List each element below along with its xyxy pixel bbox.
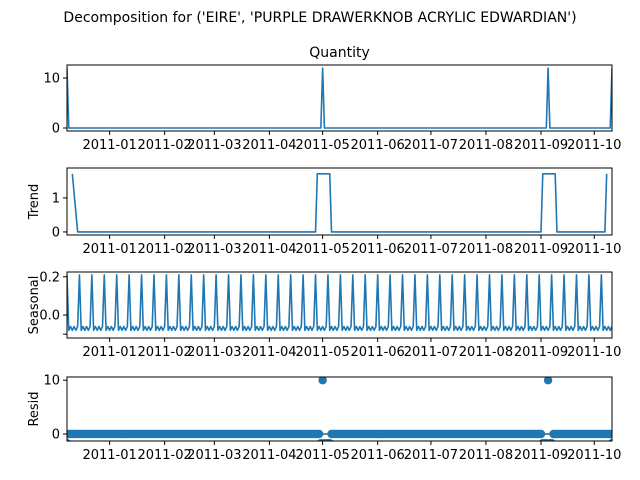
x-tick-label: 2011-10 bbox=[567, 138, 621, 153]
axes-frame bbox=[66, 271, 613, 339]
resid-point bbox=[543, 377, 553, 385]
x-tick-label: 2011-09 bbox=[514, 345, 568, 360]
resid-point bbox=[608, 438, 612, 441]
x-tick-label: 2011-03 bbox=[187, 448, 241, 463]
plot-area bbox=[71, 172, 608, 233]
x-tick-label: 2011-06 bbox=[351, 138, 405, 153]
y-tick-label: 0 bbox=[52, 122, 60, 137]
y-tick-label: 10 bbox=[43, 72, 60, 87]
x-tick-label: 2011-03 bbox=[187, 345, 241, 360]
y-axis-label: Trend bbox=[27, 184, 42, 221]
y-axis-label: Resid bbox=[27, 391, 42, 426]
axes-frame bbox=[66, 64, 613, 132]
x-tick-label: 2011-01 bbox=[82, 138, 136, 153]
x-tick-label: 2011-06 bbox=[351, 345, 405, 360]
x-tick-label: 2011-04 bbox=[242, 448, 296, 463]
x-tick-label: 2011-08 bbox=[459, 448, 513, 463]
x-tick-label: 2011-07 bbox=[404, 345, 458, 360]
figure-suptitle: Decomposition for ('EIRE', 'PURPLE DRAWE… bbox=[63, 10, 576, 26]
resid-point bbox=[536, 429, 546, 439]
x-tick-label: 2011-07 bbox=[404, 242, 458, 257]
x-tick-label: 2011-02 bbox=[137, 345, 191, 360]
x-tick-label: 2011-04 bbox=[242, 345, 296, 360]
axes-frame bbox=[66, 167, 613, 236]
y-tick-label: 1 bbox=[52, 191, 60, 206]
x-tick-label: 2011-03 bbox=[187, 242, 241, 257]
resid-point bbox=[548, 438, 556, 441]
resid-point bbox=[67, 438, 71, 441]
resid-point bbox=[606, 429, 612, 439]
x-tick-label: 2011-04 bbox=[242, 242, 296, 257]
resid-point bbox=[314, 429, 324, 439]
plot-area bbox=[67, 67, 612, 129]
seasonal-line bbox=[67, 274, 612, 332]
x-tick-label: 2011-10 bbox=[567, 345, 621, 360]
axes-frame bbox=[66, 376, 613, 442]
x-tick-label: 2011-02 bbox=[137, 448, 191, 463]
x-tick-label: 2011-05 bbox=[295, 448, 349, 463]
x-tick-label: 2011-05 bbox=[295, 242, 349, 257]
x-tick-label: 2011-08 bbox=[459, 138, 513, 153]
y-axis-label: Seasonal bbox=[27, 276, 42, 335]
x-tick-label: 2011-07 bbox=[404, 448, 458, 463]
x-tick-label: 2011-06 bbox=[351, 448, 405, 463]
series-line bbox=[71, 172, 608, 233]
resid-point bbox=[326, 438, 334, 441]
x-tick-label: 2011-09 bbox=[514, 242, 568, 257]
x-tick-label: 2011-05 bbox=[295, 138, 349, 153]
x-tick-label: 2011-01 bbox=[82, 448, 136, 463]
x-tick-label: 2011-08 bbox=[459, 345, 513, 360]
x-tick-label: 2011-04 bbox=[242, 138, 296, 153]
resid-point bbox=[318, 377, 327, 385]
x-tick-label: 2011-09 bbox=[514, 448, 568, 463]
y-tick-label: 10 bbox=[43, 374, 60, 389]
x-tick-label: 2011-06 bbox=[351, 242, 405, 257]
x-tick-label: 2011-07 bbox=[404, 138, 458, 153]
x-tick-label: 2011-01 bbox=[82, 345, 136, 360]
x-tick-label: 2011-10 bbox=[567, 448, 621, 463]
x-tick-label: 2011-10 bbox=[567, 242, 621, 257]
x-tick-label: 2011-05 bbox=[295, 345, 349, 360]
y-tick-label: 0 bbox=[52, 428, 60, 443]
plot-area bbox=[67, 377, 612, 441]
y-tick-label: 0.2 bbox=[39, 270, 60, 285]
y-tick-label: 0 bbox=[52, 225, 60, 240]
y-tick-label: 0.0 bbox=[39, 309, 60, 324]
panel-title: Quantity bbox=[309, 45, 370, 61]
x-tick-label: 2011-03 bbox=[187, 138, 241, 153]
x-tick-label: 2011-02 bbox=[137, 242, 191, 257]
plot-area bbox=[67, 274, 612, 332]
x-tick-label: 2011-08 bbox=[459, 242, 513, 257]
series-line bbox=[67, 67, 612, 129]
x-tick-label: 2011-01 bbox=[82, 242, 136, 257]
x-tick-label: 2011-09 bbox=[514, 138, 568, 153]
x-tick-label: 2011-02 bbox=[137, 138, 191, 153]
